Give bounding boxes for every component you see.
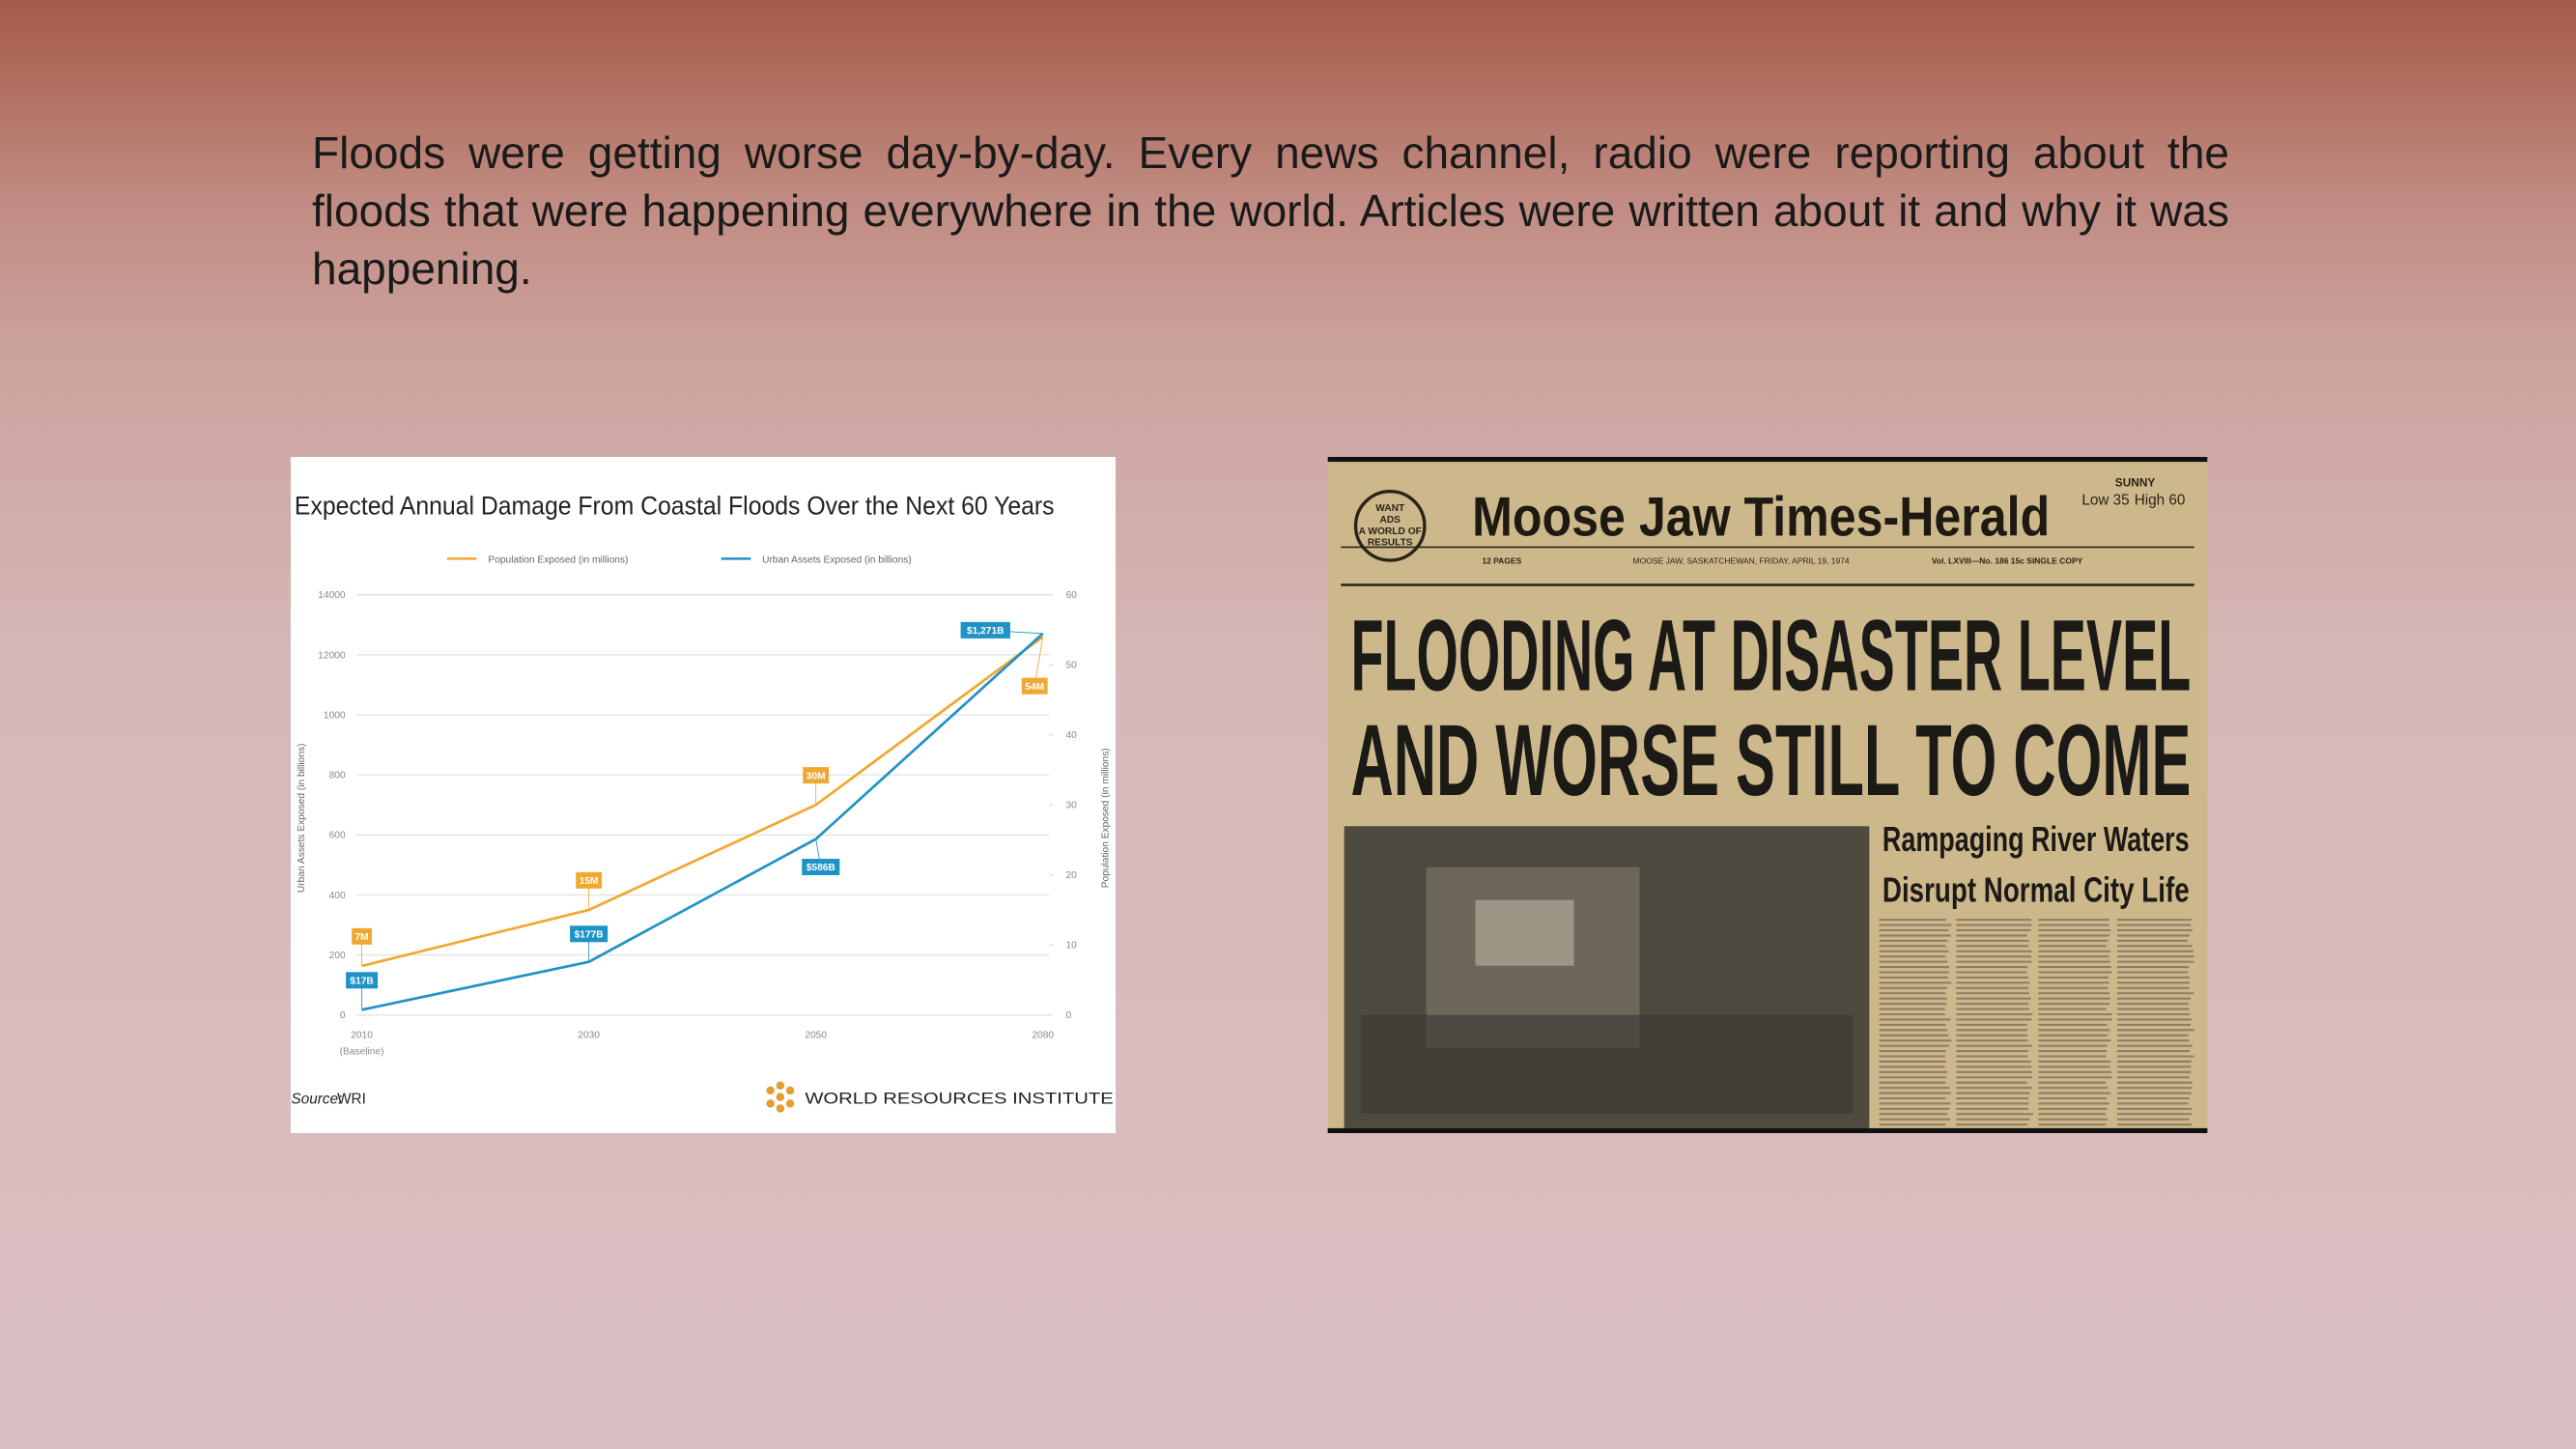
headline: FLOODING AT DISASTER LEVEL [1350,599,2191,712]
chart-title: Expected Annual Damage From Coastal Floo… [295,490,1055,520]
x-sublabel: (Baseline) [340,1046,384,1057]
y-tick-label: 14000 [318,590,346,601]
photo-detail [1361,1015,1854,1114]
weather: Low 35 [2081,492,2129,508]
source: WRI [337,1091,366,1107]
legend-label: Population Exposed (in millions) [488,555,628,566]
data-label: 7M [355,932,369,943]
y-tick-label: 0 [340,1010,346,1021]
y-tick-label: 1000 [324,710,346,721]
data-label: $17B [350,977,373,987]
badge-text: A WORLD OF [1359,526,1422,537]
newspaper: WANT ADS A WORLD OF RESULTS Moose Jaw Ti… [1327,457,2208,1133]
y2-tick-label: 30 [1065,801,1077,811]
badge-text: WANT [1375,503,1405,514]
chart: Expected Annual Damage From Coastal Floo… [291,457,1116,1133]
y-tick-label: 600 [329,831,346,841]
issue: Vol. LXVIII—No. 186 15c SINGLE COPY [1932,555,2083,565]
headline: AND WORSE STILL TO COME [1350,704,2191,817]
photo-detail [1476,900,1574,966]
y-tick-label: 400 [329,891,346,901]
subhead: Disrupt Normal City Life [1882,870,2190,909]
x-tick-label: 2030 [578,1030,600,1040]
publisher: WORLD RESOURCES INSTITUTE [805,1089,1113,1107]
dateline: MOOSE JAW, SASKATCHEWAN, FRIDAY, APRIL 1… [1633,555,1850,565]
data-label: $177B [575,930,604,941]
top-border [1328,457,2208,462]
pages: 12 PAGES [1482,555,1521,565]
data-label: 30M [807,771,826,781]
y2-tick-label: 10 [1065,941,1077,952]
legend-label: Urban Assets Exposed (in billions) [762,555,912,566]
y2-tick-label: 0 [1065,1010,1071,1021]
source-label: Source: [292,1091,343,1107]
y2-tick-label: 40 [1065,730,1077,741]
y-axis-label: Urban Assets Exposed (in billions) [297,743,307,893]
subhead: Rampaging River Waters [1882,820,2190,859]
x-tick-label: 2010 [351,1030,373,1040]
data-label: $1,271B [967,626,1005,637]
y-tick-label: 800 [329,771,346,781]
y2-tick-label: 50 [1065,661,1077,671]
bottom-border [1328,1128,2208,1133]
x-tick-label: 2080 [1032,1030,1054,1040]
badge-text: ADS [1379,515,1401,526]
data-label: 15M [580,876,599,887]
data-label: 54M [1025,682,1044,693]
y2-axis-label: Population Exposed (in millions) [1101,748,1112,888]
y-tick-label: 200 [329,951,346,961]
y2-tick-label: 60 [1065,590,1077,601]
weather: High 60 [2135,492,2186,508]
y-tick-label: 12000 [318,650,346,661]
data-label: $586B [807,863,835,873]
masthead: Moose Jaw Times-Herald [1472,487,2050,549]
x-tick-label: 2050 [805,1030,827,1040]
y2-tick-label: 20 [1065,870,1077,881]
slide-text: Floods were getting worse day-by-day. Ev… [312,124,2229,298]
chart-background [292,457,1116,1133]
weather: SUNNY [2115,476,2156,490]
